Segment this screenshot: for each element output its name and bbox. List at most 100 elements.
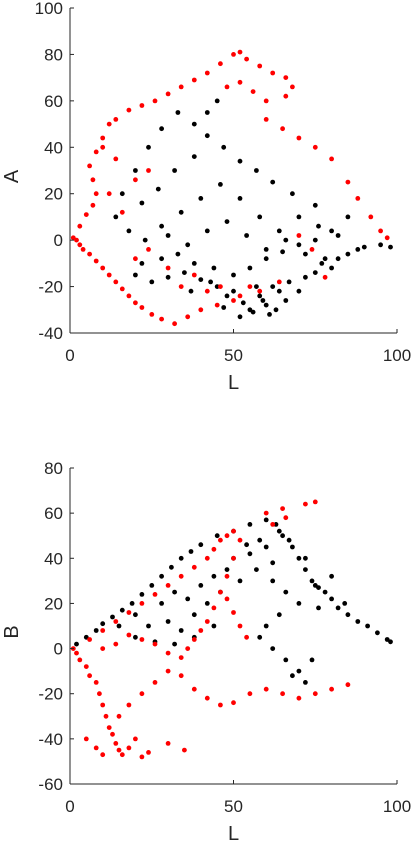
data-point [139, 691, 145, 697]
data-point [254, 567, 259, 572]
data-point [106, 725, 112, 730]
data-point [93, 149, 99, 155]
data-point [309, 247, 315, 252]
data-point [247, 522, 253, 527]
data-point [116, 623, 122, 629]
data-point [188, 549, 194, 554]
data-point [254, 168, 259, 173]
data-point [211, 623, 217, 629]
data-point [365, 623, 370, 629]
data-point [286, 537, 292, 543]
data-point [296, 555, 302, 561]
data-point [178, 555, 184, 561]
data-point [191, 272, 197, 278]
data-point [133, 634, 138, 640]
data-point [283, 515, 289, 521]
series-0 [113, 98, 393, 320]
data-point [126, 293, 132, 299]
data-point [169, 564, 174, 570]
data-point [286, 279, 292, 285]
data-point [198, 628, 204, 633]
data-point [93, 680, 99, 685]
data-point [237, 623, 243, 629]
data-point [159, 316, 165, 322]
data-point [126, 702, 132, 708]
data-point [139, 305, 145, 310]
y-tick-label: -40 [38, 324, 63, 343]
data-point [178, 673, 184, 679]
data-point [312, 202, 318, 208]
data-point [165, 668, 171, 674]
data-point [237, 314, 243, 320]
data-point [355, 619, 361, 624]
data-point [146, 144, 151, 150]
data-point [270, 522, 276, 527]
y-axis-title: B [1, 625, 23, 638]
data-point [231, 52, 236, 57]
data-point [335, 256, 341, 262]
data-point [276, 279, 282, 285]
data-point [178, 209, 184, 215]
y-tick-label: 20 [44, 594, 63, 613]
data-point [316, 223, 321, 229]
data-point [103, 713, 109, 719]
data-point [280, 126, 285, 132]
data-point [74, 641, 79, 647]
data-point [191, 686, 197, 692]
data-point [106, 121, 112, 127]
data-point [231, 610, 236, 615]
data-point [263, 623, 269, 629]
data-point [159, 126, 165, 132]
data-point [100, 621, 106, 627]
data-point [77, 223, 83, 229]
data-point [152, 680, 158, 685]
data-point [133, 300, 138, 306]
y-tick-label: -20 [38, 685, 63, 704]
data-point [244, 542, 250, 548]
data-point [204, 555, 210, 561]
data-point [244, 56, 250, 62]
data-point [126, 745, 132, 751]
data-point [100, 144, 106, 150]
data-point [178, 573, 184, 579]
data-point [211, 546, 217, 552]
data-point [83, 664, 89, 669]
data-point [119, 286, 125, 292]
data-point [270, 179, 276, 185]
data-point [165, 265, 171, 271]
y-tick-label: 20 [44, 185, 63, 204]
data-point [329, 573, 334, 579]
data-point [263, 302, 269, 308]
data-point [93, 191, 99, 197]
data-point [149, 279, 155, 285]
data-point [146, 750, 151, 755]
data-point [237, 49, 243, 55]
data-point [165, 650, 171, 656]
data-point [198, 196, 204, 201]
data-point [263, 544, 269, 550]
data-point [129, 601, 135, 606]
data-point [218, 182, 223, 187]
data-point [139, 261, 145, 266]
data-point [204, 695, 210, 701]
data-point [329, 686, 334, 692]
data-point [224, 573, 230, 579]
data-point [165, 233, 171, 238]
data-point [178, 628, 184, 633]
y-tick-label: 40 [44, 138, 63, 157]
data-point [152, 641, 158, 647]
data-point [247, 284, 253, 289]
data-point [152, 98, 158, 104]
data-point [361, 244, 367, 250]
y-axis-title: A [1, 169, 23, 183]
data-point [260, 298, 266, 303]
data-point [87, 637, 92, 642]
data-point [159, 573, 165, 579]
data-point [191, 612, 197, 618]
data-point [165, 619, 171, 624]
data-point [204, 619, 210, 624]
data-point [355, 247, 361, 252]
data-point [263, 256, 269, 262]
data-point [178, 84, 184, 90]
data-point [165, 583, 171, 588]
